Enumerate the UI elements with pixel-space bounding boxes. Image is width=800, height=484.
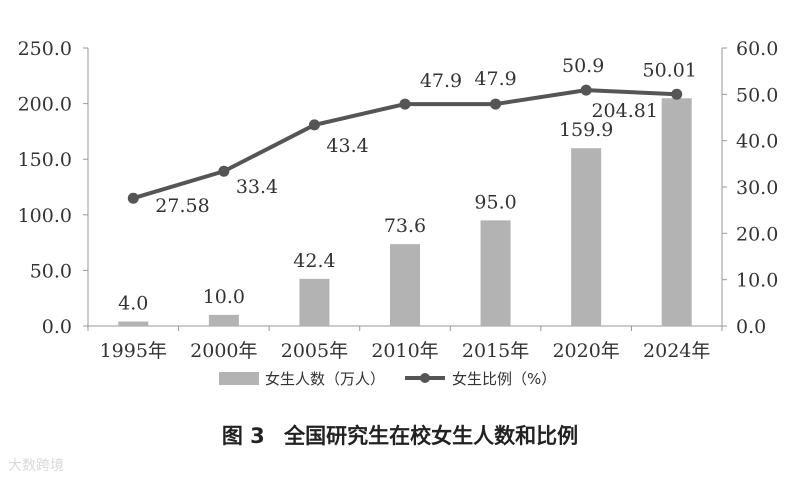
bar xyxy=(208,314,239,326)
ratio-value-label: 47.9 xyxy=(474,68,516,90)
y-right-tick-label: 40.0 xyxy=(736,131,778,153)
bar-value-label: 10.0 xyxy=(203,286,245,308)
y-left-tick-label: 0.0 xyxy=(42,316,72,338)
y-left-tick-label: 250.0 xyxy=(18,38,72,60)
bar-value-label: 159.9 xyxy=(559,119,613,141)
bar xyxy=(299,278,330,326)
legend: 女生人数（万人） 女生比例（%） xyxy=(219,370,556,388)
ratio-value-label: 50.01 xyxy=(643,59,697,81)
ratio-point xyxy=(671,88,683,100)
y-right-tick-label: 10.0 xyxy=(736,270,778,292)
ratio-value-label: 47.9 xyxy=(420,70,462,92)
x-tick-label: 2024年 xyxy=(643,340,710,362)
ratio-point xyxy=(218,165,230,177)
y-left-tick-label: 50.0 xyxy=(30,260,72,282)
ratio-point xyxy=(490,98,502,110)
bar-value-label: 204.81 xyxy=(591,100,657,122)
y-left-tick-label: 200.0 xyxy=(18,94,72,116)
ratio-value-label: 50.9 xyxy=(562,55,604,77)
x-tick-label: 2005年 xyxy=(281,340,348,362)
ratio-line xyxy=(127,84,683,204)
y-right-tick-label: 20.0 xyxy=(736,223,778,245)
x-tick-label: 2015年 xyxy=(462,340,529,362)
legend-line-marker xyxy=(420,373,430,383)
bar xyxy=(118,321,149,326)
ratio-value-label: 27.58 xyxy=(155,195,209,217)
chart: 0.0 50.0 100.0 150.0 200.0 250.0 0.0 10.0 20.0 30… xyxy=(18,38,779,388)
bar xyxy=(390,244,420,326)
x-tick-label: 2010年 xyxy=(371,340,438,362)
x-tick-label: 2020年 xyxy=(552,340,619,362)
figure-number: 图 3 xyxy=(221,424,265,448)
bar-value-label: 42.4 xyxy=(293,250,335,272)
y-right-tick-label: 30.0 xyxy=(736,177,778,199)
bar xyxy=(661,98,692,326)
x-tick-label: 1995年 xyxy=(100,340,167,362)
y-left-tick-label: 100.0 xyxy=(18,205,72,227)
bar-value-label: 95.0 xyxy=(474,191,516,213)
bar-value-label: 73.6 xyxy=(384,215,426,237)
legend-line-label: 女生比例（%） xyxy=(452,370,556,388)
y-right-tick-label: 50.0 xyxy=(736,84,778,106)
ratio-point xyxy=(580,84,592,96)
bar xyxy=(571,148,602,326)
ratio-value-label: 33.4 xyxy=(236,176,278,198)
figure-caption: 图 3 全国研究生在校女生人数和比例 xyxy=(0,420,800,450)
axes: 0.0 50.0 100.0 150.0 200.0 250.0 0.0 10.0 20.0 30… xyxy=(18,38,779,362)
ratio-point xyxy=(308,119,320,131)
watermark: 大数跨境 xyxy=(8,458,64,474)
bars xyxy=(118,98,692,326)
legend-bar-swatch xyxy=(219,372,259,385)
x-tick-label: 2000年 xyxy=(190,340,257,362)
ratio-point xyxy=(399,98,411,110)
ratio-value-label: 43.4 xyxy=(326,135,368,157)
bar xyxy=(480,220,511,326)
figure-title: 全国研究生在校女生人数和比例 xyxy=(284,424,579,448)
bar-value-label: 4.0 xyxy=(118,293,148,315)
ratio-point xyxy=(127,192,139,204)
y-right-tick-label: 60.0 xyxy=(736,38,778,60)
y-right-tick-label: 0.0 xyxy=(736,316,766,338)
legend-bar-label: 女生人数（万人） xyxy=(265,370,385,388)
y-left-tick-label: 150.0 xyxy=(18,149,72,171)
